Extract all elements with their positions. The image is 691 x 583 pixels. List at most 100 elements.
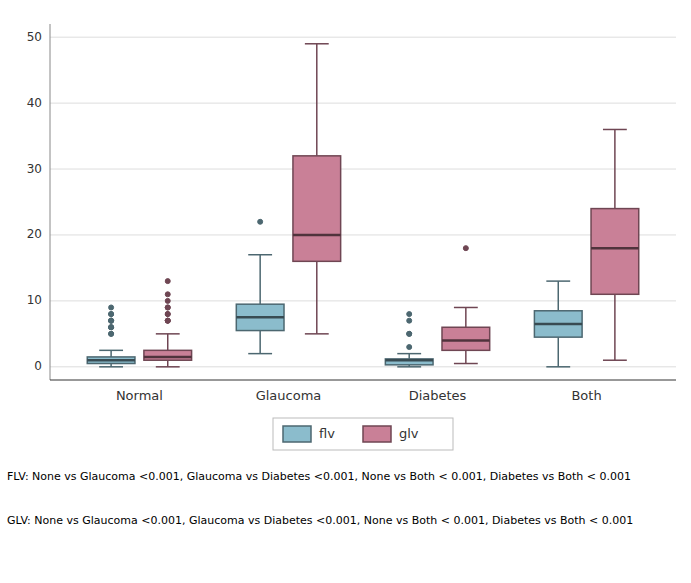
flier	[165, 298, 170, 303]
x-tick-label: Normal	[116, 388, 163, 403]
grid-line	[50, 169, 676, 170]
y-tick-label: 10	[27, 293, 42, 307]
cap-low	[156, 366, 180, 368]
flier	[109, 331, 114, 336]
whisker-low	[614, 294, 616, 360]
grid-line	[50, 103, 676, 104]
cap-high	[248, 254, 272, 256]
flier	[407, 312, 412, 317]
flier	[407, 318, 412, 323]
y-tick-label: 20	[27, 227, 42, 241]
flier	[165, 279, 170, 284]
x-tick-label: Glaucoma	[256, 388, 322, 403]
legend-frame	[273, 418, 453, 450]
whisker-high	[465, 307, 467, 327]
flier	[407, 331, 412, 336]
cap-high	[397, 353, 421, 355]
flier	[109, 325, 114, 330]
cap-low	[305, 333, 329, 335]
whisker-high	[110, 350, 112, 357]
y-tick-label: 50	[27, 30, 42, 44]
grid-line	[50, 300, 676, 301]
cap-high	[305, 43, 329, 45]
whisker-low	[259, 331, 261, 354]
flier	[258, 219, 263, 224]
whisker-high	[259, 255, 261, 304]
box	[442, 327, 490, 350]
legend-label: glv	[399, 426, 419, 441]
median	[442, 339, 490, 342]
flier	[165, 312, 170, 317]
whisker-high	[614, 129, 616, 208]
y-axis-line	[50, 24, 51, 380]
whisker-high	[167, 334, 169, 350]
whisker-low	[558, 337, 560, 367]
median	[293, 234, 341, 237]
whisker-low	[465, 350, 467, 363]
y-tick-label: 30	[27, 162, 42, 176]
box	[293, 156, 341, 261]
whisker-high	[408, 354, 410, 359]
cap-high	[454, 307, 478, 309]
grid-line	[50, 366, 676, 367]
box	[385, 359, 433, 365]
legend-swatch	[363, 426, 391, 442]
flier	[165, 318, 170, 323]
flier	[109, 318, 114, 323]
whisker-high	[316, 44, 318, 156]
plot-area	[87, 44, 638, 367]
grid-line	[50, 37, 676, 38]
cap-low	[603, 359, 627, 361]
x-tick-label: Both	[571, 388, 601, 403]
flier	[109, 312, 114, 317]
median	[534, 323, 582, 326]
flier	[165, 312, 170, 317]
cap-low	[454, 363, 478, 365]
median	[385, 359, 433, 362]
median	[144, 356, 192, 359]
flier	[109, 318, 114, 323]
cap-low	[248, 353, 272, 355]
box	[236, 304, 284, 330]
grid-line	[50, 234, 676, 235]
flier	[109, 325, 114, 330]
chart: 0 10 20 30 40 50 Normal Glaucoma Diabetes Both flv…	[0, 0, 691, 583]
flier	[165, 318, 170, 323]
cap-high	[546, 280, 570, 282]
flier	[165, 292, 170, 297]
flier	[165, 318, 170, 323]
cap-low	[99, 366, 123, 368]
cap-high	[603, 129, 627, 131]
x-axis-line	[50, 380, 676, 381]
y-tick-label: 40	[27, 96, 42, 110]
y-tick-label: 0	[34, 359, 42, 373]
flier	[165, 305, 170, 310]
annotation: FLV: None vs Glaucoma <0.001, Glaucoma v…	[7, 470, 631, 483]
flier	[109, 305, 114, 310]
cap-high	[156, 333, 180, 335]
cap-low	[546, 366, 570, 368]
box	[534, 311, 582, 337]
flier	[109, 318, 114, 323]
median	[591, 247, 639, 250]
median	[236, 316, 284, 319]
flier	[109, 325, 114, 330]
flier	[407, 345, 412, 350]
cap-low	[397, 366, 421, 368]
legend: flv glv	[273, 418, 453, 450]
whisker-high	[558, 281, 560, 311]
flier	[407, 331, 412, 336]
x-tick-label: Diabetes	[409, 388, 467, 403]
whisker-low	[167, 360, 169, 367]
flier	[463, 246, 468, 251]
median	[87, 359, 135, 362]
box	[144, 350, 192, 360]
box	[87, 357, 135, 364]
whisker-low	[316, 261, 318, 334]
series-glv	[144, 44, 639, 367]
flier	[165, 305, 170, 310]
legend-label: flv	[319, 426, 335, 441]
box	[591, 209, 639, 295]
cap-high	[99, 350, 123, 352]
legend-swatch	[283, 426, 311, 442]
